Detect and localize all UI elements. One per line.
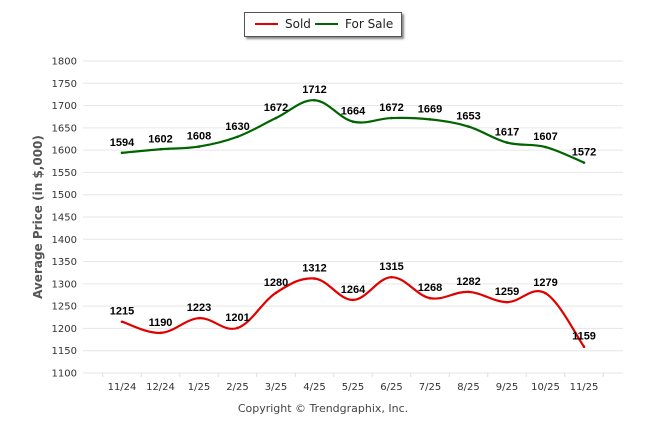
gridlines xyxy=(83,60,623,374)
y-tick-label: 1300 xyxy=(52,279,77,290)
x-tick-label: 12/24 xyxy=(146,382,175,393)
data-label-for-sale: 1594 xyxy=(110,137,135,149)
y-tick-label: 1750 xyxy=(52,79,77,90)
y-tick-label: 1600 xyxy=(52,146,77,157)
data-point-for-sale xyxy=(197,145,201,148)
data-point-sold xyxy=(351,298,355,302)
x-tick-label: 10/25 xyxy=(531,382,560,393)
data-point-sold xyxy=(428,296,432,300)
data-point-sold xyxy=(274,291,278,295)
data-label-sold: 1280 xyxy=(264,277,288,289)
data-label-for-sale: 1607 xyxy=(533,131,557,143)
data-label-for-sale: 1602 xyxy=(148,133,172,145)
data-label-for-sale: 1672 xyxy=(264,102,288,114)
copyright-text: Copyright © Trendgraphix, Inc. xyxy=(237,402,409,415)
x-axis-ticks: 11/24 12/24 1/25 2/25 3/25 4/25 5/25 6/25 7/25 8/… xyxy=(102,373,604,393)
y-tick-label: 1550 xyxy=(52,168,77,179)
data-label-sold: 1215 xyxy=(110,306,134,318)
legend-swatch-for-sale xyxy=(315,23,338,25)
data-point-sold xyxy=(467,290,470,294)
data-label-sold: 1190 xyxy=(149,317,173,329)
data-point-for-sale xyxy=(390,116,393,120)
data-label-sold: 1259 xyxy=(495,286,519,298)
x-tick-label: 9/25 xyxy=(496,382,518,393)
data-point-sold xyxy=(390,275,393,279)
data-label-for-sale: 1572 xyxy=(572,147,596,159)
y-tick-label: 1800 xyxy=(52,57,77,68)
y-tick-label: 1200 xyxy=(52,324,77,335)
legend: Sold For Sale xyxy=(244,12,402,37)
x-tick-label: 1/25 xyxy=(188,382,210,393)
y-axis-ticks: 1100 1150 1200 1250 1300 1350 1400 1450 1500 1550… xyxy=(52,57,77,380)
legend-label-sold: Sold xyxy=(285,17,311,31)
data-point-for-sale xyxy=(467,125,470,128)
data-label-sold: 1201 xyxy=(225,312,249,324)
data-label-for-sale: 1712 xyxy=(302,84,326,96)
x-tick-label: 7/25 xyxy=(419,382,441,393)
data-point-for-sale xyxy=(274,116,278,120)
data-label-for-sale: 1669 xyxy=(418,103,442,115)
data-point-sold xyxy=(544,291,547,295)
legend-label-for-sale: For Sale xyxy=(345,17,394,31)
data-point-sold xyxy=(120,320,124,324)
x-tick-label: 5/25 xyxy=(342,382,364,393)
data-label-sold: 1268 xyxy=(418,282,442,294)
y-axis-label: Average Price (in $,000) xyxy=(31,135,45,299)
data-label-sold: 1312 xyxy=(302,263,326,275)
data-point-for-sale xyxy=(351,120,355,123)
data-label-for-sale: 1653 xyxy=(456,111,480,123)
x-tick-label: 3/25 xyxy=(265,382,287,393)
data-label-sold: 1279 xyxy=(533,277,557,289)
x-tick-label: 2/25 xyxy=(226,382,248,393)
data-label-for-sale: 1630 xyxy=(225,121,249,133)
data-point-sold xyxy=(197,316,201,320)
series-lines xyxy=(120,98,586,349)
y-tick-label: 1650 xyxy=(52,123,77,134)
data-label-sold: 1282 xyxy=(456,276,480,288)
data-label-for-sale: 1617 xyxy=(495,127,519,139)
data-label-for-sale: 1664 xyxy=(341,106,366,118)
x-tick-label: 4/25 xyxy=(303,382,325,393)
data-point-sold xyxy=(505,300,509,304)
data-label-sold: 1159 xyxy=(572,331,596,343)
x-tick-label: 11/25 xyxy=(570,382,599,393)
x-tick-label: 11/24 xyxy=(108,382,137,393)
data-point-for-sale xyxy=(505,141,509,144)
legend-item-sold[interactable]: Sold xyxy=(255,17,311,31)
legend-item-for-sale[interactable]: For Sale xyxy=(315,17,393,31)
y-tick-label: 1250 xyxy=(52,302,77,313)
data-label-for-sale: 1672 xyxy=(379,102,403,114)
data-label-sold: 1223 xyxy=(187,302,211,314)
data-point-for-sale xyxy=(120,151,124,155)
data-label-sold: 1315 xyxy=(379,261,403,273)
y-tick-label: 1100 xyxy=(52,369,77,380)
data-point-sold xyxy=(236,326,239,330)
data-point-sold xyxy=(313,277,316,280)
data-point-for-sale xyxy=(313,98,316,102)
data-point-for-sale xyxy=(428,118,432,121)
y-tick-label: 1700 xyxy=(52,101,77,112)
y-tick-label: 1350 xyxy=(52,257,77,268)
y-tick-label: 1500 xyxy=(52,190,77,201)
data-label-for-sale: 1608 xyxy=(187,131,211,143)
x-tick-label: 6/25 xyxy=(380,382,402,393)
data-point-sold xyxy=(582,345,586,349)
y-tick-label: 1150 xyxy=(52,346,77,357)
legend-swatch-sold xyxy=(255,23,278,25)
y-tick-label: 1450 xyxy=(52,213,77,224)
data-point-for-sale xyxy=(159,147,162,151)
data-point-for-sale xyxy=(544,145,547,149)
data-point-for-sale xyxy=(582,161,586,164)
data-label-sold: 1264 xyxy=(341,284,366,296)
x-tick-label: 8/25 xyxy=(457,382,479,393)
data-point-sold xyxy=(159,331,162,335)
data-point-for-sale xyxy=(236,135,239,139)
y-tick-label: 1400 xyxy=(52,235,77,246)
data-labels: 1215 1190 1223 1201 1280 1312 1264 1315 1268 1282… xyxy=(110,84,596,342)
